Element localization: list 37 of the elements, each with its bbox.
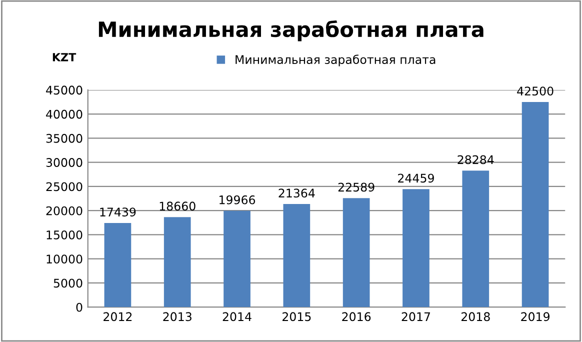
data-label: 24459: [398, 174, 434, 183]
x-tick-label: 2016: [342, 312, 371, 322]
data-label: 18660: [160, 202, 196, 211]
bar: [104, 222, 132, 308]
y-tick-label: 15000: [46, 230, 82, 240]
bar: [164, 217, 191, 308]
data-label: 42500: [517, 86, 554, 96]
legend-label: Минимальная заработная плата: [236, 54, 436, 66]
y-axis-title: KZT: [52, 53, 76, 62]
bar: [522, 102, 549, 308]
data-label: 17439: [100, 208, 136, 216]
x-tick-label: 2012: [104, 312, 132, 322]
data-label: 19966: [220, 195, 256, 204]
data-label: 21364: [278, 188, 315, 198]
y-tick-label: 0: [76, 302, 82, 312]
data-label: 28284: [458, 155, 494, 164]
x-tick-label: 2014: [222, 312, 252, 322]
y-tick-label: 35000: [46, 134, 82, 143]
bar: [342, 198, 370, 308]
bar: [462, 170, 490, 308]
y-tick-label: 30000: [46, 158, 82, 167]
x-tick-label: 2017: [402, 312, 430, 322]
x-tick-label: 2019: [521, 312, 550, 322]
x-tick-label: 2015: [282, 312, 311, 322]
x-tick-label: 2013: [163, 312, 192, 322]
bar: [402, 189, 430, 308]
y-tick-label: 10000: [46, 254, 82, 264]
y-tick-label: 5000: [54, 278, 82, 288]
y-tick-label: 25000: [46, 182, 82, 192]
x-tick-label: 2018: [461, 312, 490, 322]
y-tick-label: 20000: [46, 206, 82, 216]
y-tick-label: 40000: [46, 110, 82, 119]
bar: [224, 210, 250, 308]
data-label: 22589: [338, 182, 374, 192]
chart-title: Минимальная заработная плата: [98, 20, 484, 42]
y-tick-label: 45000: [46, 86, 82, 95]
bar: [283, 204, 310, 308]
